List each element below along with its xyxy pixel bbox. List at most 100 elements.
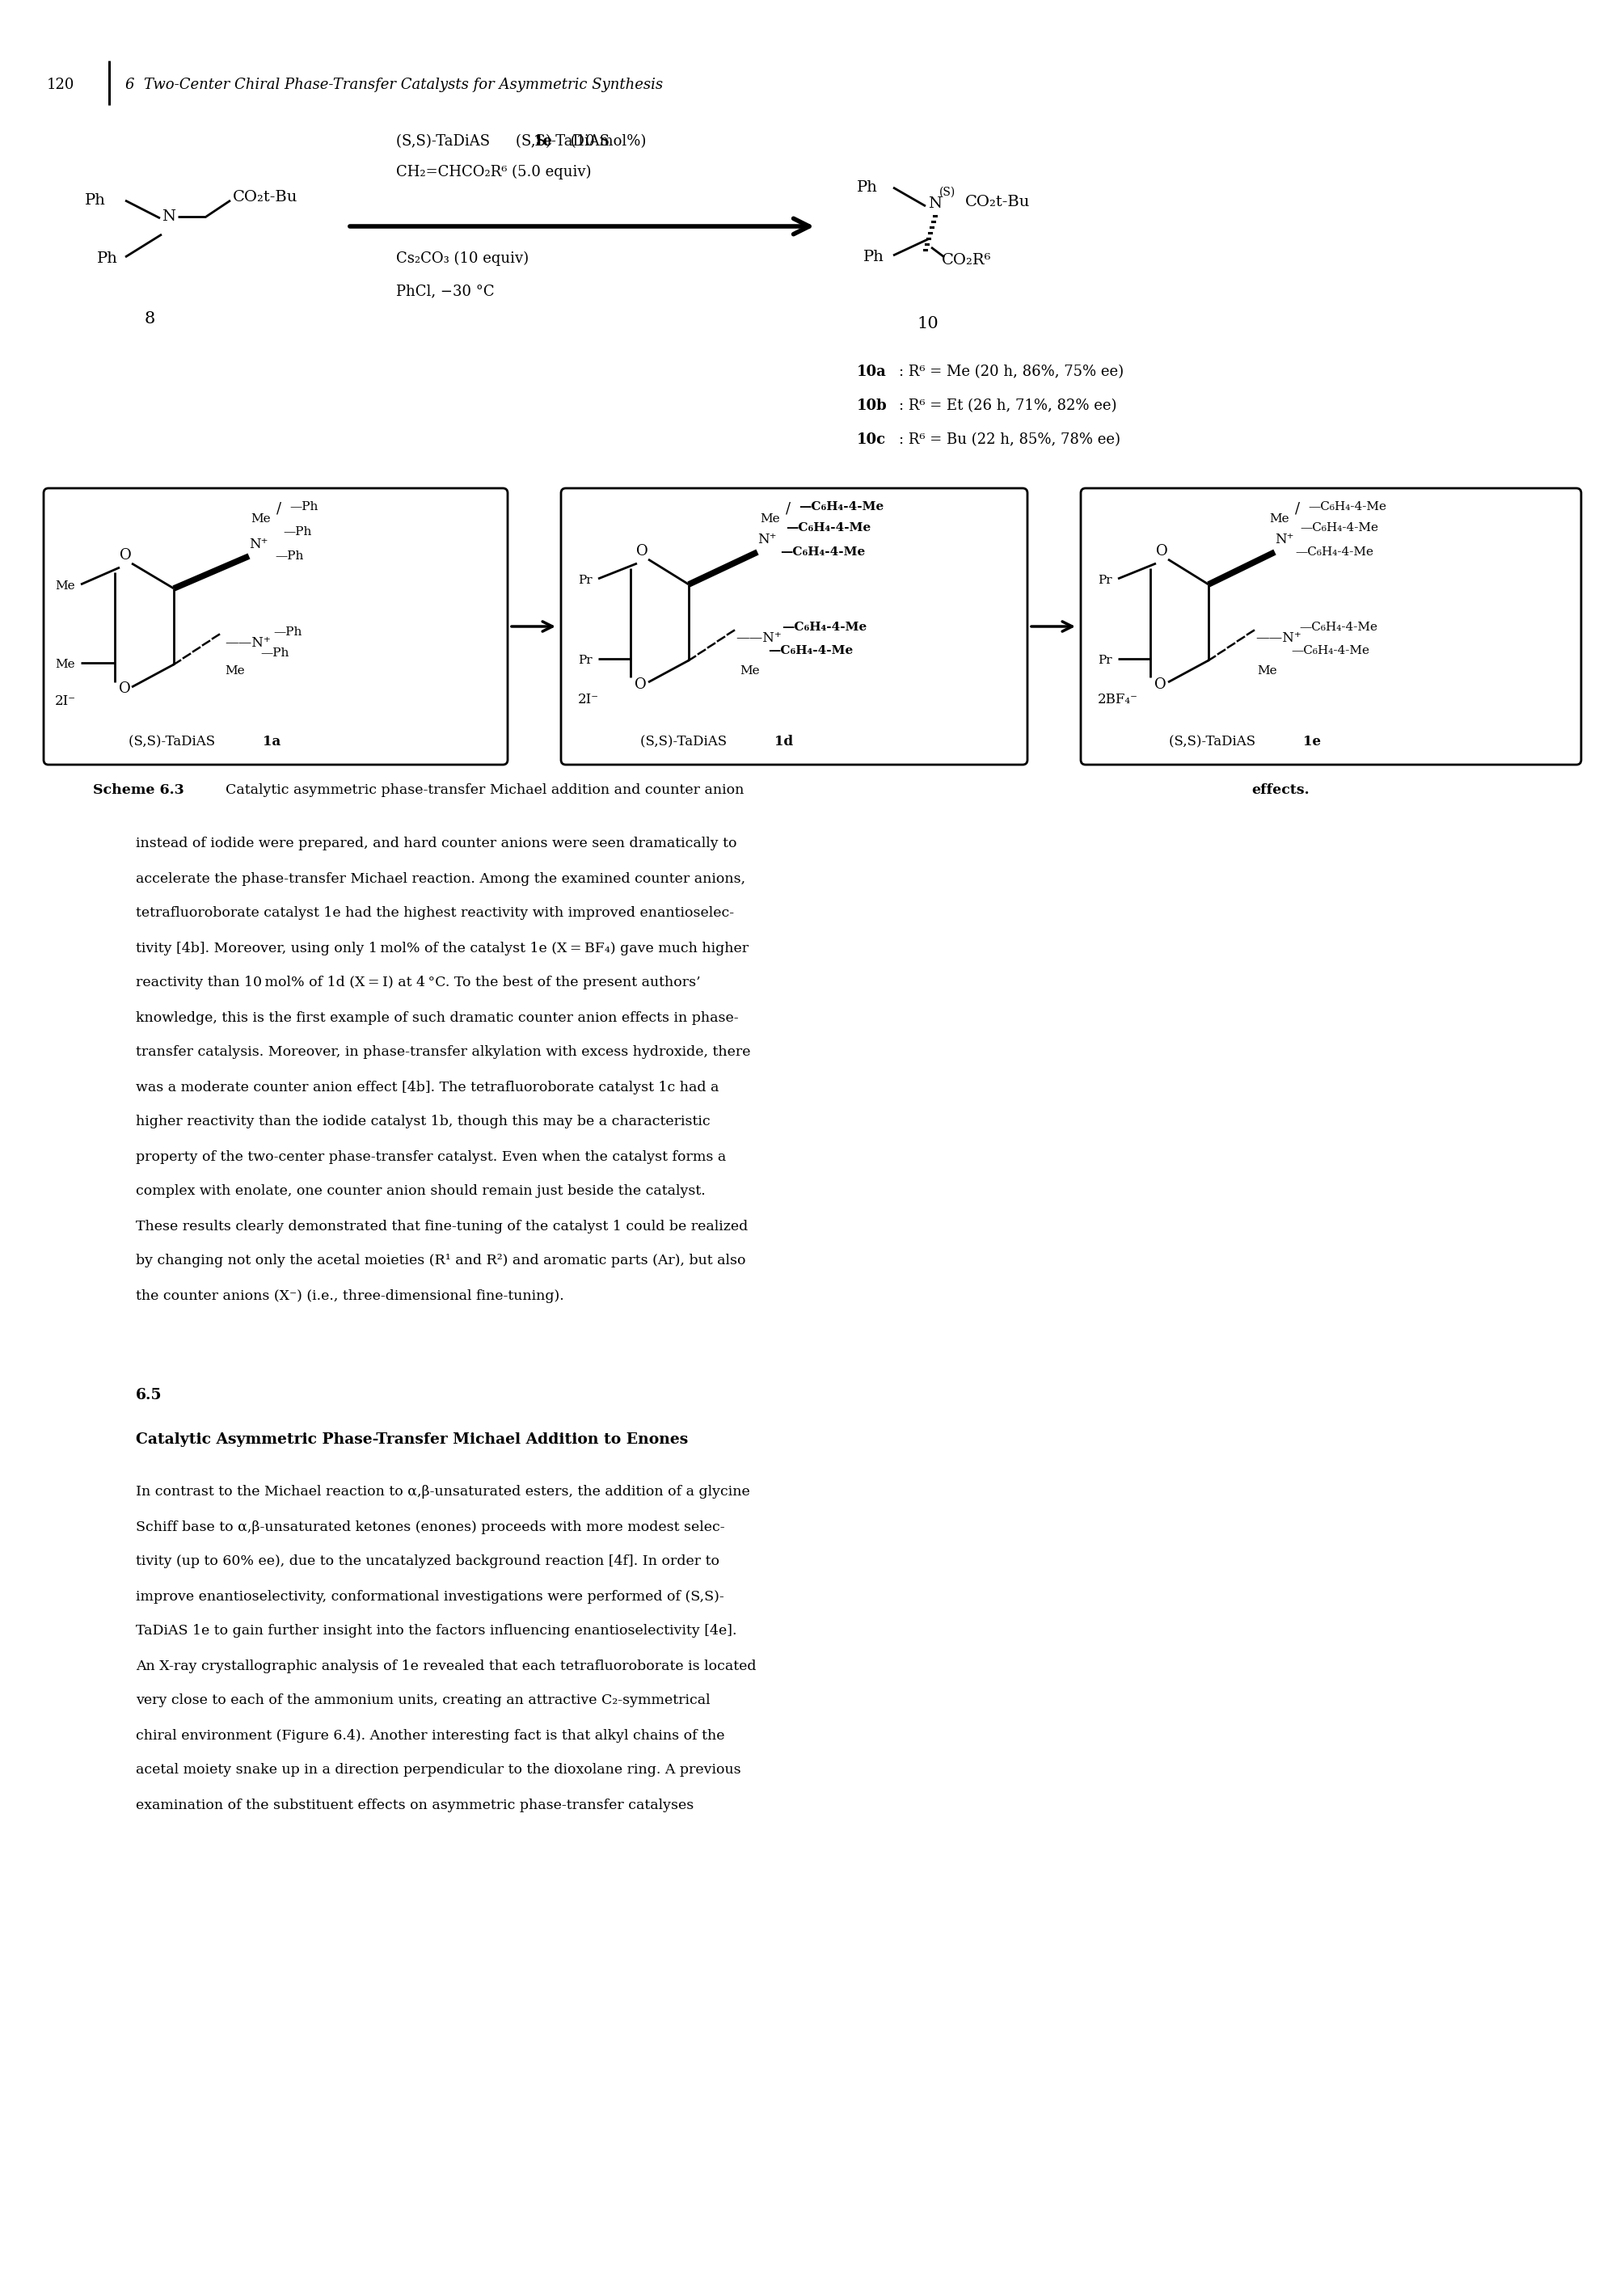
Text: was a moderate counter anion effect [4b]. The tetrafluoroborate catalyst 1c had : was a moderate counter anion effect [4b]… [136, 1081, 719, 1095]
Text: (S,S)-TaDiAS: (S,S)-TaDiAS [128, 735, 219, 749]
Text: —Ph: —Ph [283, 527, 312, 538]
Text: tetrafluoroborate catalyst 1e had the highest reactivity with improved enantiose: tetrafluoroborate catalyst 1e had the hi… [136, 907, 734, 921]
Text: O: O [1156, 545, 1168, 559]
Text: /: / [276, 502, 281, 518]
Text: acetal moiety snake up in a direction perpendicular to the dioxolane ring. A pre: acetal moiety snake up in a direction pe… [136, 1763, 741, 1777]
Text: N⁺: N⁺ [757, 534, 776, 547]
Text: In contrast to the Michael reaction to α,β-unsaturated esters, the addition of a: In contrast to the Michael reaction to α… [136, 1486, 750, 1500]
Text: 10b: 10b [857, 398, 887, 412]
Text: 1d: 1d [775, 735, 793, 749]
Text: —C₆H₄-4-Me: —C₆H₄-4-Me [1294, 547, 1374, 559]
Text: Ph: Ph [84, 192, 106, 208]
Text: tivity [4b]. Moreover, using only 1 mol% of the catalyst 1e (X = BF₄) gave much : tivity [4b]. Moreover, using only 1 mol%… [136, 941, 749, 955]
Text: Me: Me [55, 660, 75, 671]
Text: N: N [162, 208, 175, 224]
Text: CO₂t-Bu: CO₂t-Bu [965, 195, 1030, 208]
Text: (S,S)-TaDiAS: (S,S)-TaDiAS [396, 135, 495, 149]
Text: —C₆H₄-4-Me: —C₆H₄-4-Me [786, 522, 870, 534]
Text: : R⁶ = Et (26 h, 71%, 82% ee): : R⁶ = Et (26 h, 71%, 82% ee) [900, 398, 1117, 412]
Text: ——N⁺: ——N⁺ [736, 632, 781, 646]
Text: —Ph: —Ph [274, 550, 304, 561]
Text: ——N⁺: ——N⁺ [224, 637, 271, 650]
Text: 10a: 10a [857, 364, 887, 380]
Text: Me: Me [1257, 666, 1276, 676]
Text: 1a: 1a [263, 735, 281, 749]
Text: PhCl, −30 °C: PhCl, −30 °C [396, 284, 494, 298]
Text: 6.5: 6.5 [136, 1388, 162, 1401]
Text: accelerate the phase-transfer Michael reaction. Among the examined counter anion: accelerate the phase-transfer Michael re… [136, 872, 745, 886]
Text: improve enantioselectivity, conformational investigations were performed of (S,S: improve enantioselectivity, conformation… [136, 1589, 724, 1603]
Text: (10 mol%): (10 mol%) [565, 135, 646, 149]
Text: —Ph: —Ph [273, 627, 302, 639]
Text: Ph: Ph [857, 181, 879, 195]
Text: N: N [927, 197, 942, 211]
Text: 10c: 10c [857, 433, 887, 447]
Text: Catalytic asymmetric phase-transfer Michael addition and counter anion: Catalytic asymmetric phase-transfer Mich… [216, 783, 749, 797]
Text: Me: Me [55, 579, 75, 591]
Text: O: O [635, 678, 646, 692]
Text: —C₆H₄-4-Me: —C₆H₄-4-Me [799, 502, 883, 513]
Text: (S): (S) [939, 188, 955, 197]
Text: O: O [120, 547, 132, 563]
Text: 8: 8 [145, 311, 154, 327]
Text: Ph: Ph [864, 250, 883, 263]
Text: Pr: Pr [578, 575, 593, 586]
Text: Pr: Pr [1098, 575, 1112, 586]
Text: Me: Me [250, 513, 271, 524]
Text: by changing not only the acetal moieties (R¹ and R²) and aromatic parts (Ar), bu: by changing not only the acetal moieties… [136, 1255, 745, 1269]
Text: —C₆H₄-4-Me: —C₆H₄-4-Me [1291, 646, 1369, 657]
Text: —Ph: —Ph [289, 502, 318, 513]
Text: —C₆H₄-4-Me: —C₆H₄-4-Me [780, 547, 866, 559]
Text: knowledge, this is the first example of such dramatic counter anion effects in p: knowledge, this is the first example of … [136, 1010, 739, 1024]
Text: N⁺: N⁺ [1275, 534, 1294, 547]
Text: very close to each of the ammonium units, creating an attractive C₂-symmetrical: very close to each of the ammonium units… [136, 1695, 710, 1708]
Text: These results clearly demonstrated that fine-tuning of the catalyst 1 could be r: These results clearly demonstrated that … [136, 1218, 749, 1232]
Text: —C₆H₄-4-Me: —C₆H₄-4-Me [1299, 522, 1379, 534]
Text: instead of iodide were prepared, and hard counter anions were seen dramatically : instead of iodide were prepared, and har… [136, 838, 737, 852]
Text: CO₂R⁶: CO₂R⁶ [942, 252, 992, 268]
Text: —C₆H₄-4-Me: —C₆H₄-4-Me [1299, 621, 1377, 632]
Text: (S,S)-TaDiAS: (S,S)-TaDiAS [516, 135, 614, 149]
Text: chiral environment (Figure 6.4). Another interesting fact is that alkyl chains o: chiral environment (Figure 6.4). Another… [136, 1729, 724, 1743]
Text: Me: Me [1268, 513, 1289, 524]
Text: effects.: effects. [1252, 783, 1309, 797]
Text: Ph: Ph [97, 252, 119, 266]
Text: /: / [786, 502, 791, 518]
Text: Scheme 6.3: Scheme 6.3 [93, 783, 184, 797]
Text: 1e: 1e [1302, 735, 1320, 749]
Text: /: / [1294, 502, 1299, 518]
Text: higher reactivity than the iodide catalyst 1b, though this may be a characterist: higher reactivity than the iodide cataly… [136, 1115, 710, 1129]
Text: CO₂t-Bu: CO₂t-Bu [232, 190, 297, 204]
Text: the counter anions (X⁻) (i.e., three-dimensional fine-tuning).: the counter anions (X⁻) (i.e., three-dim… [136, 1289, 564, 1303]
Text: An X-ray crystallographic analysis of 1e revealed that each tetrafluoroborate is: An X-ray crystallographic analysis of 1e… [136, 1658, 757, 1672]
Text: (S,S)-TaDiAS: (S,S)-TaDiAS [1169, 735, 1260, 749]
Text: Me: Me [224, 666, 245, 676]
Text: property of the two-center phase-transfer catalyst. Even when the catalyst forms: property of the two-center phase-transfe… [136, 1150, 726, 1163]
Text: O: O [119, 682, 132, 696]
Text: ——N⁺: ——N⁺ [1255, 632, 1301, 646]
Text: Pr: Pr [578, 655, 593, 666]
Text: Catalytic Asymmetric Phase-Transfer Michael Addition to Enones: Catalytic Asymmetric Phase-Transfer Mich… [136, 1431, 689, 1447]
Text: —Ph: —Ph [260, 648, 289, 660]
Text: 1e: 1e [534, 135, 552, 149]
Text: : R⁶ = Bu (22 h, 85%, 78% ee): : R⁶ = Bu (22 h, 85%, 78% ee) [900, 433, 1121, 447]
Text: Me: Me [760, 513, 780, 524]
Text: N⁺: N⁺ [248, 538, 268, 552]
Text: (S,S)-TaDiAS: (S,S)-TaDiAS [640, 735, 731, 749]
Text: —C₆H₄-4-Me: —C₆H₄-4-Me [1307, 502, 1387, 513]
Text: CH₂=CHCO₂R⁶ (5.0 equiv): CH₂=CHCO₂R⁶ (5.0 equiv) [396, 165, 591, 179]
Text: examination of the substituent effects on asymmetric phase-transfer catalyses: examination of the substituent effects o… [136, 1798, 693, 1811]
Text: 2BF₄⁻: 2BF₄⁻ [1098, 692, 1138, 705]
Text: O: O [1155, 678, 1166, 692]
Text: O: O [637, 545, 648, 559]
Text: 2I⁻: 2I⁻ [578, 692, 599, 705]
Text: —C₆H₄-4-Me: —C₆H₄-4-Me [781, 621, 867, 632]
Text: tivity (up to 60% ee), due to the uncatalyzed background reaction [4f]. In order: tivity (up to 60% ee), due to the uncata… [136, 1555, 719, 1569]
Text: 2I⁻: 2I⁻ [55, 694, 76, 708]
Text: 120: 120 [47, 78, 75, 92]
Text: —C₆H₄-4-Me: —C₆H₄-4-Me [768, 646, 853, 657]
Text: : R⁶ = Me (20 h, 86%, 75% ee): : R⁶ = Me (20 h, 86%, 75% ee) [900, 364, 1124, 380]
Text: Cs₂CO₃ (10 equiv): Cs₂CO₃ (10 equiv) [396, 252, 529, 266]
Text: 10: 10 [918, 316, 939, 332]
Text: Me: Me [739, 666, 760, 676]
